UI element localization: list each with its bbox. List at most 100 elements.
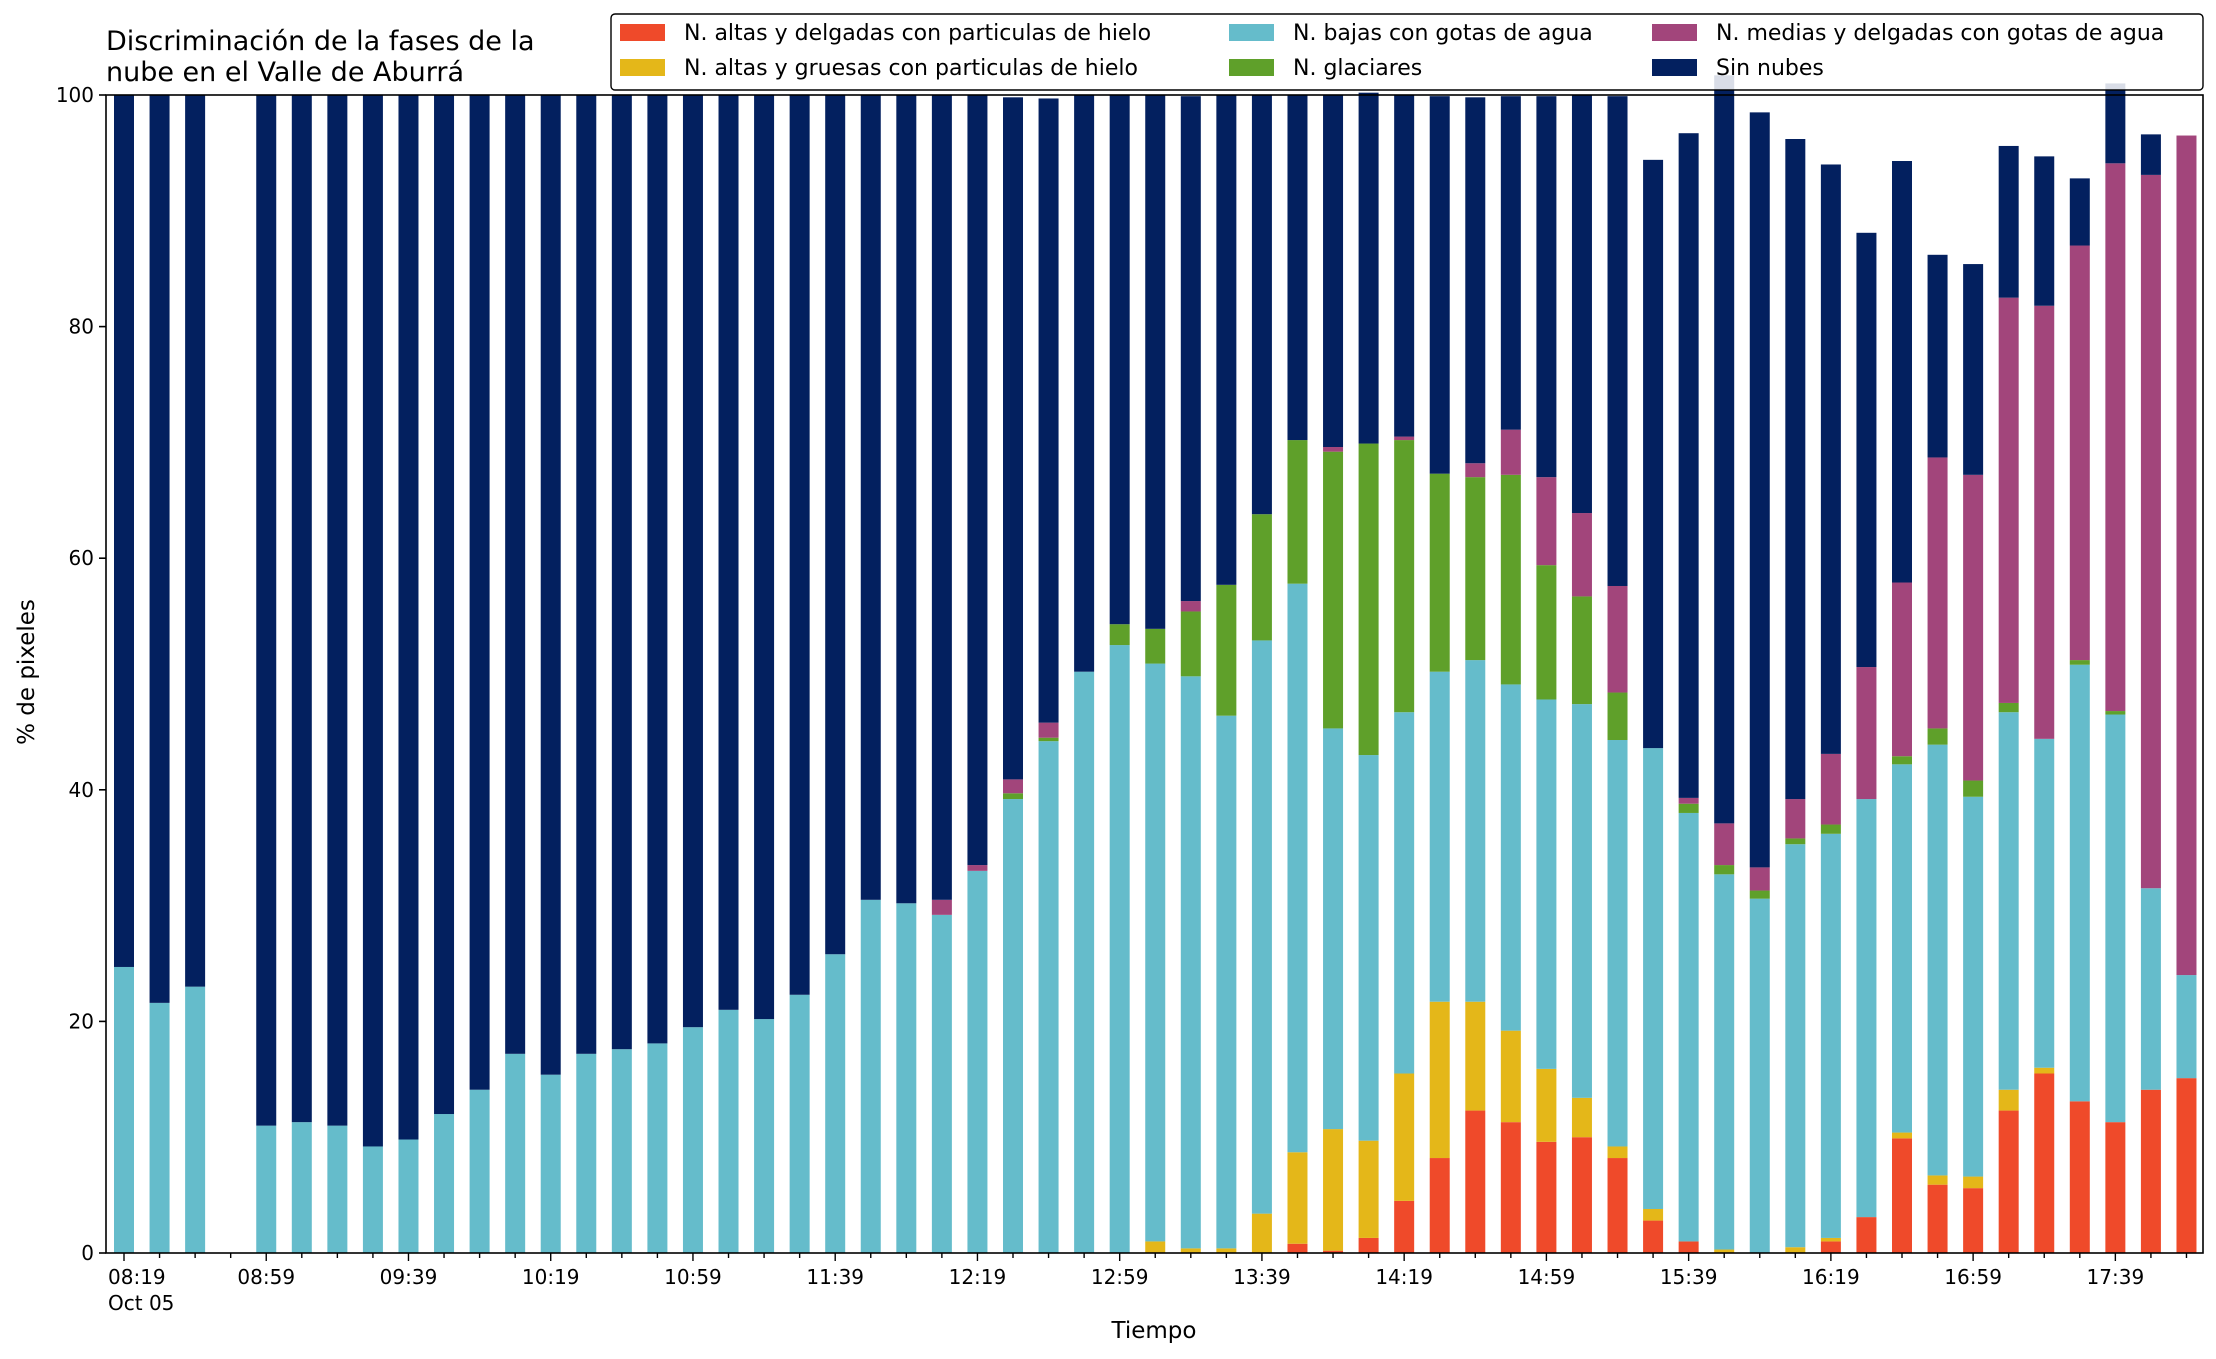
legend-label: N. altas y delgadas con particulas de hi…: [684, 21, 1151, 46]
bar-segment: [1856, 232, 1877, 668]
y-tick-label: 60: [69, 546, 94, 570]
bar-segment: [682, 1027, 703, 1253]
bar-segment: [2069, 664, 2090, 1102]
bar-segment: [1003, 799, 1023, 1253]
bar-segment: [1536, 699, 1557, 1069]
bar-segment: [1003, 97, 1023, 780]
bar-segment: [185, 95, 206, 987]
legend-swatch: [1229, 59, 1274, 76]
bar-segment: [2140, 1089, 2161, 1253]
bar-segment: [576, 95, 597, 1054]
bar-segment: [1394, 1073, 1415, 1201]
x-tick-label: 11:39: [806, 1265, 864, 1289]
bar-segment: [1251, 1213, 1272, 1253]
bar-segment: [718, 95, 739, 1010]
x-tick-label: Oct 05: [108, 1291, 174, 1315]
bar-segment: [2105, 711, 2126, 715]
x-tick-label: 12:19: [949, 1265, 1007, 1289]
bar-segment: [1536, 565, 1557, 700]
y-tick-label: 100: [56, 83, 94, 107]
bar-segment: [398, 95, 419, 1140]
bar-segment: [1927, 254, 1948, 458]
bar-segment: [1856, 799, 1877, 1218]
bar-segment: [1963, 780, 1984, 797]
bar-segment: [1927, 1184, 1948, 1253]
bar-segment: [1714, 823, 1735, 866]
bar-segment: [1963, 474, 1984, 781]
bar-segment: [2034, 1073, 2055, 1253]
bar-segment: [1394, 95, 1415, 437]
bar-segment: [1785, 838, 1806, 845]
bar-segment: [114, 966, 134, 1253]
bar-segment: [1287, 583, 1308, 1153]
x-tick-label: 17:39: [2087, 1265, 2145, 1289]
bar-segment: [1607, 692, 1628, 741]
bars-layer: [114, 75, 2197, 1253]
bar-segment: [1892, 582, 1912, 757]
bar-segment: [1287, 1152, 1308, 1244]
x-tick-label: 08:59: [237, 1265, 295, 1289]
bar-segment: [149, 1002, 170, 1253]
bar-segment: [931, 899, 952, 915]
bar-segment: [1820, 1237, 1841, 1242]
bar-segment: [1358, 755, 1379, 1141]
bar-segment: [1749, 112, 1770, 868]
bar-segment: [1892, 1132, 1912, 1139]
bar-segment: [469, 1089, 490, 1253]
bar-segment: [1678, 812, 1699, 1242]
bar-segment: [1714, 1249, 1735, 1253]
bar-segment: [1038, 737, 1059, 742]
bar-segment: [1145, 1241, 1166, 1253]
bar-segment: [1465, 660, 1486, 1002]
bar-segment: [1892, 764, 1912, 1133]
bar-segment: [2140, 134, 2161, 175]
x-axis-label: Tiempo: [1111, 1318, 1197, 1344]
bar-segment: [967, 865, 988, 871]
bar-segment: [1571, 596, 1592, 705]
bar-segment: [434, 1114, 455, 1253]
legend-swatch: [620, 59, 665, 76]
plot-frame: [105, 94, 2204, 1254]
bar-segment: [2069, 1101, 2090, 1253]
bar-segment: [1536, 477, 1557, 566]
bar-segment: [327, 95, 348, 1126]
bar-segment: [1927, 728, 1948, 745]
x-tick-label: 16:59: [1944, 1265, 2002, 1289]
bar-segment: [1643, 748, 1664, 1209]
bar-segment: [2105, 163, 2126, 712]
bar-segment: [1892, 161, 1912, 583]
bar-segment: [1998, 1089, 2019, 1111]
bar-segment: [2069, 660, 2090, 665]
bar-segment: [256, 95, 277, 1126]
bar-segment: [1998, 297, 2019, 703]
bar-segment: [1394, 712, 1415, 1074]
legend-label: N. altas y gruesas con particulas de hie…: [684, 56, 1138, 81]
bar-segment: [1749, 890, 1770, 899]
bar-segment: [1714, 865, 1735, 875]
bar-segment: [1963, 796, 1984, 1177]
bar-segment: [1678, 803, 1699, 813]
bar-segment: [1038, 741, 1059, 1253]
bar-segment: [1394, 440, 1415, 713]
x-tick-label: 15:39: [1660, 1265, 1718, 1289]
bar-segment: [896, 903, 917, 1253]
bar-segment: [1927, 1175, 1948, 1185]
bar-segment: [1536, 1068, 1557, 1142]
bar-segment: [1323, 1129, 1344, 1251]
bar-segment: [1678, 1241, 1699, 1253]
bar-segment: [1571, 1097, 1592, 1138]
legend-label: N. glaciares: [1293, 56, 1422, 81]
bar-segment: [1785, 844, 1806, 1248]
bar-segment: [1927, 457, 1948, 729]
bar-segment: [256, 1125, 277, 1253]
bar-segment: [789, 994, 810, 1253]
bar-segment: [1038, 722, 1059, 738]
bar-segment: [2105, 83, 2126, 164]
bar-segment: [1607, 740, 1628, 1147]
y-tick-label: 80: [69, 315, 94, 339]
bar-segment: [2176, 975, 2197, 1079]
legend-box: [610, 13, 2204, 91]
bar-segment: [825, 95, 846, 955]
legend-entry: N. bajas con gotas de agua: [1229, 21, 1593, 46]
